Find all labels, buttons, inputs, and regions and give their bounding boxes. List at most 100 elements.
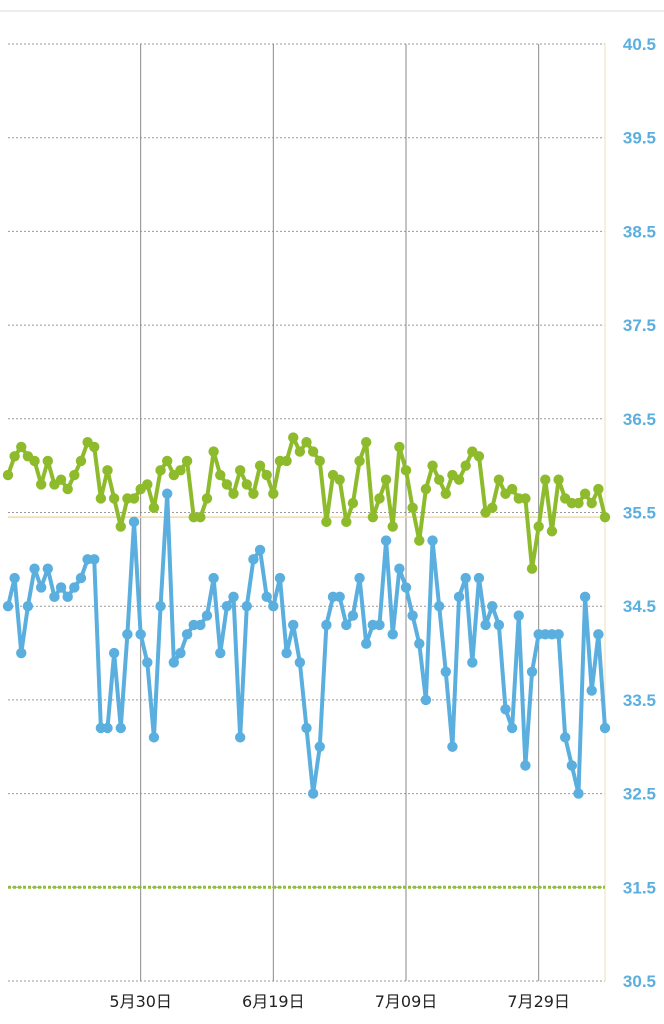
data-point [208,446,219,457]
data-point [354,455,365,467]
data-point [420,694,432,706]
data-point [380,535,392,546]
data-point [341,516,352,528]
data-point [573,497,584,509]
data-point [387,629,398,640]
x-tick-label: 7月29日 [507,992,570,1011]
data-point [55,582,67,593]
y-tick-label: 31.5 [623,878,656,897]
data-point [347,610,359,621]
data-point [268,488,279,499]
y-tick-label: 39.5 [623,129,656,148]
data-point [181,629,193,640]
data-point [115,722,126,734]
data-point [2,601,14,612]
data-point [533,521,544,532]
data-point [148,502,160,514]
data-point [181,455,193,467]
data-point [89,554,100,565]
data-point [321,516,332,528]
data-point [414,638,425,649]
y-axis-labels: 40.5 39.5 38.5 37.5 36.5 35.5 34.5 33.5 32.5 31.5… [623,35,656,991]
data-point [288,619,299,631]
y-tick-label: 37.5 [623,316,656,335]
data-point [599,511,611,523]
data-point [201,610,213,621]
data-point [221,479,233,490]
data-point [9,451,20,462]
y-tick-label: 32.5 [623,785,656,804]
data-point [460,460,471,471]
data-point [334,591,345,603]
data-point [128,493,140,504]
data-point [162,488,173,499]
series-line [6,435,607,571]
grid-lines [8,43,606,982]
x-tick-label: 6月19日 [242,992,305,1011]
reference-lines [8,516,605,889]
data-point [108,493,120,504]
data-point [301,722,312,734]
data-point [301,437,312,448]
data-point [75,455,87,467]
x-axis-labels: 5月30日 6月19日 7月09日 7月29日 [109,992,570,1011]
data-point [526,563,538,574]
data-point [566,760,578,771]
data-point [420,483,432,495]
data-point [599,722,611,734]
data-point [55,474,67,485]
data-point [553,474,564,485]
y-tick-label: 40.5 [623,35,656,54]
data-point [228,591,239,603]
data-point [467,657,478,668]
data-point [62,591,73,603]
data-point [433,474,445,485]
data-point [228,488,239,499]
data-point [407,610,418,621]
y-tick-label: 34.5 [623,597,656,616]
data-point [281,455,292,467]
data-point [241,601,252,612]
data-point [513,610,524,621]
data-point [520,760,531,771]
data-point [573,788,584,799]
data-point [108,647,120,659]
data-point [586,685,597,696]
data-point [593,629,604,640]
data-point [215,647,226,659]
data-point [453,474,465,485]
data-point [314,455,325,467]
x-tick-label: 5月30日 [109,992,172,1011]
data-point [440,488,451,499]
data-point [102,465,113,476]
data-point [201,493,213,504]
data-point [526,666,538,677]
data-point [248,488,259,499]
data-point [16,441,27,453]
data-point [142,479,153,490]
data-point [175,465,186,476]
data-point [361,437,372,448]
data-point [447,741,458,752]
data-point [274,572,286,584]
data-point [354,572,365,584]
data-point [128,516,140,528]
data-point [281,647,292,659]
data-point [195,511,206,523]
data-point [168,657,180,668]
data-point [208,572,219,584]
data-point [69,469,80,481]
data-point [374,619,385,631]
data-point [102,722,113,734]
data-point [520,493,531,504]
data-point [16,647,27,659]
data-point [487,601,498,612]
data-point [155,601,166,612]
data-point [560,732,571,743]
data-point [307,788,319,799]
data-point [89,441,100,453]
data-point [175,647,186,659]
data-point [42,455,53,467]
data-point [553,629,564,640]
